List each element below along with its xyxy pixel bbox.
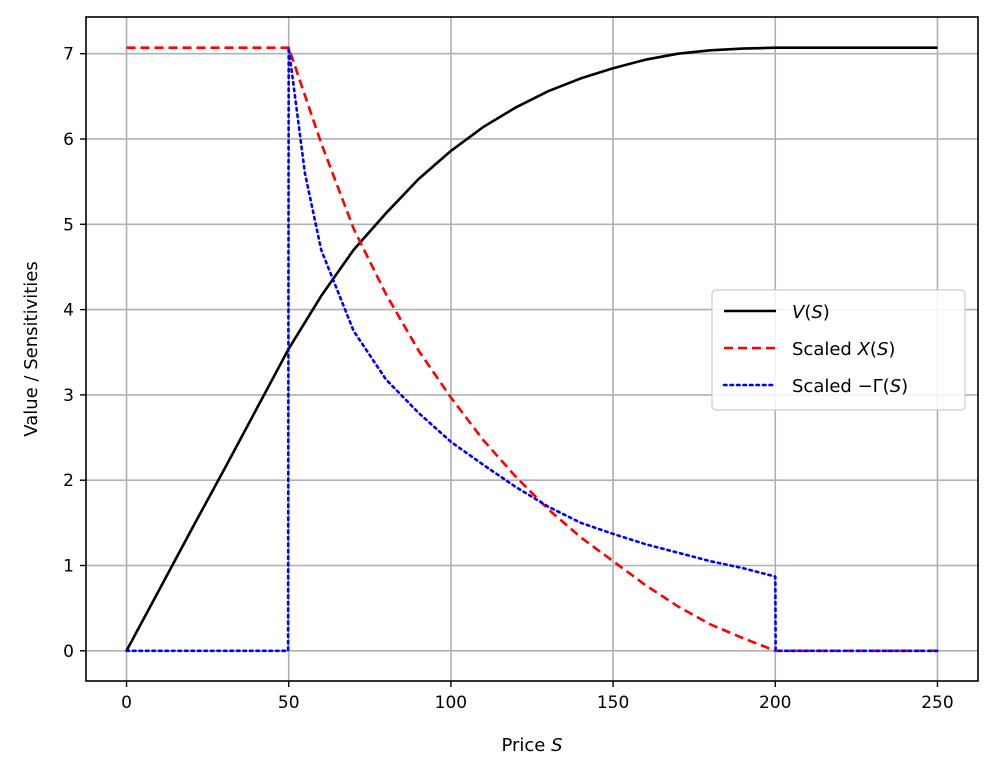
x-tick-label: 150 [597, 693, 629, 713]
y-tick-label: 6 [63, 130, 74, 150]
x-axis-label: Price S [501, 735, 562, 756]
legend: V(S) Scaled X(S) Scaled −Γ(S) [711, 289, 966, 411]
x-tick-label: 250 [921, 693, 953, 713]
plot-frame [85, 16, 979, 682]
legend-box [711, 289, 966, 411]
x-tick-label: 200 [759, 693, 791, 713]
y-tick-label: 3 [63, 386, 74, 406]
y-tick-label: 0 [63, 642, 74, 662]
y-tick-label: 2 [63, 471, 74, 491]
plot-series [125, 46, 939, 653]
x-axis-label-text: Price [501, 735, 551, 756]
series-line-2 [126, 46, 938, 653]
axis-ticks: 0 50 100 150 200 250 0 1 2 3 4 5 6 7 [63, 45, 954, 713]
series-line-1 [125, 46, 938, 652]
y-tick-label: 5 [63, 215, 74, 235]
y-tick-label: 1 [63, 556, 74, 576]
y-tick-label: 4 [63, 301, 74, 321]
legend-label-3: Scaled −Γ(S) [792, 376, 908, 397]
x-tick-label: 0 [121, 693, 132, 713]
x-tick-label: 50 [278, 693, 300, 713]
x-tick-label: 100 [435, 693, 467, 713]
x-axis-label-variable: S [551, 735, 562, 756]
y-tick-label: 7 [63, 45, 74, 65]
legend-label-2: Scaled X(S) [792, 339, 895, 360]
legend-label-1: V(S) [792, 302, 830, 323]
y-axis-label: Value / Sensitivities [21, 261, 42, 436]
series-line-3 [125, 46, 939, 653]
